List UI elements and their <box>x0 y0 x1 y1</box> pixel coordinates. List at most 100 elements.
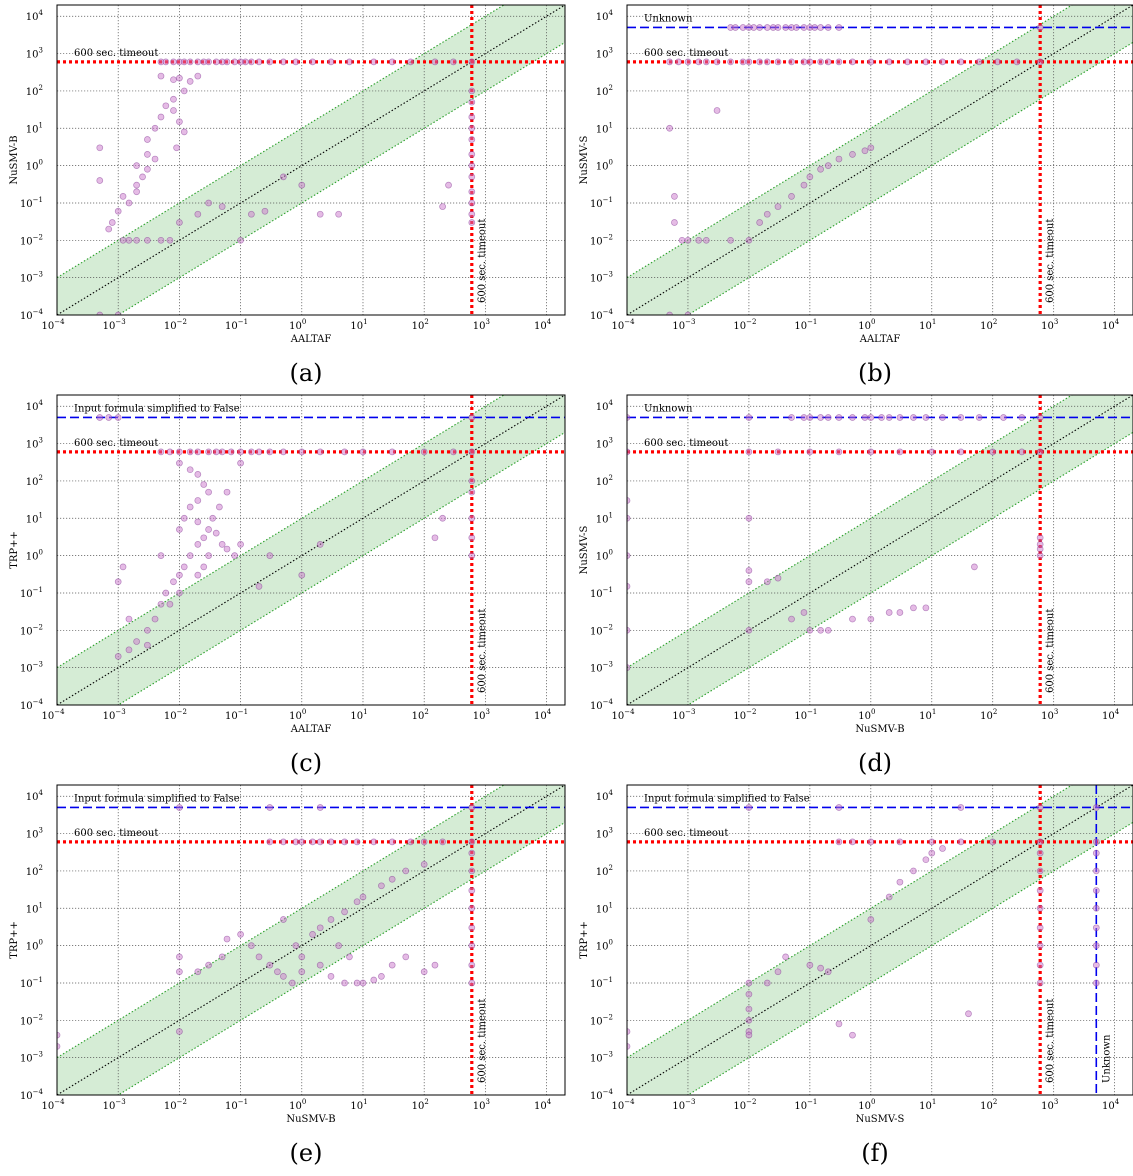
data-point <box>468 58 476 66</box>
data-point <box>316 924 324 932</box>
data-point <box>114 311 122 315</box>
data-point <box>420 838 428 846</box>
data-point <box>341 979 348 987</box>
data-point <box>205 961 212 969</box>
data-point <box>468 534 476 542</box>
data-point <box>316 804 324 811</box>
data-point <box>212 448 220 456</box>
data-point <box>745 990 753 998</box>
data-point <box>57 1031 61 1039</box>
data-point <box>713 58 721 66</box>
data-point <box>910 867 917 875</box>
y-tick-label: 10−2 <box>590 233 613 247</box>
data-point <box>928 448 936 456</box>
data-point <box>151 615 159 623</box>
y-tick-label: 10−4 <box>590 308 614 322</box>
panel-caption: (c) <box>290 749 322 777</box>
x-tick-label: 10−2 <box>164 708 187 722</box>
data-point <box>800 24 808 31</box>
data-point <box>756 24 763 31</box>
data-point <box>989 448 997 456</box>
data-point <box>353 979 361 987</box>
data-point <box>292 838 300 846</box>
x-axis-label: AALTAF <box>290 724 332 735</box>
data-point <box>468 87 476 95</box>
data-point <box>151 124 159 132</box>
timeout-h-label: 600 sec. timeout <box>644 48 728 59</box>
data-point <box>896 838 904 846</box>
data-point <box>166 600 174 608</box>
data-point <box>144 236 151 244</box>
data-point <box>989 838 997 846</box>
data-point <box>180 58 188 66</box>
data-point <box>800 181 808 189</box>
data-point <box>922 414 930 421</box>
points <box>57 804 476 1050</box>
data-point <box>745 804 753 811</box>
data-point <box>1036 979 1044 987</box>
data-point <box>309 58 316 66</box>
data-point <box>750 24 758 31</box>
data-point <box>763 210 771 218</box>
y-tick-label: 100 <box>26 549 43 563</box>
data-point <box>684 58 692 66</box>
data-point <box>745 414 753 421</box>
y-tick-label: 102 <box>596 474 613 488</box>
data-point <box>445 181 452 189</box>
data-point <box>792 24 800 31</box>
y-tick-label: 10−3 <box>20 1051 43 1065</box>
data-point <box>811 24 819 31</box>
data-point <box>957 448 965 456</box>
x-tick-label: 104 <box>1102 318 1120 332</box>
data-point <box>671 193 678 200</box>
timeout-v-label: 600 sec. timeout <box>1045 609 1056 693</box>
y-tick-label: 10−2 <box>20 233 43 247</box>
data-point <box>1036 887 1044 894</box>
data-point <box>218 541 226 548</box>
data-point <box>96 311 104 315</box>
data-point <box>420 861 428 868</box>
data-point <box>237 541 244 548</box>
y-tick-label: 10−4 <box>20 308 44 322</box>
data-point <box>994 58 1001 66</box>
data-point <box>468 867 476 875</box>
data-point <box>420 968 428 976</box>
data-point <box>327 838 335 846</box>
x-tick-label: 10−4 <box>41 708 65 722</box>
data-point <box>745 514 753 522</box>
x-tick-label: 10−1 <box>225 1098 248 1112</box>
data-point <box>341 838 348 846</box>
data-point <box>237 459 244 467</box>
x-tick-label: 102 <box>412 708 429 722</box>
diagonal-line <box>627 785 1133 1095</box>
data-point <box>57 1043 61 1050</box>
timeout-v-label: 600 sec. timeout <box>1045 999 1056 1083</box>
y-tick-label: 10−4 <box>20 1088 44 1102</box>
band-edge-upper <box>627 785 1074 1059</box>
data-point <box>849 838 856 846</box>
data-point <box>878 414 885 421</box>
data-point <box>205 58 212 66</box>
data-point <box>849 615 856 623</box>
data-point <box>186 448 194 456</box>
data-point <box>468 219 476 226</box>
data-point <box>151 155 159 163</box>
x-tick-label: 10−4 <box>41 1098 65 1112</box>
panel-caption: (f) <box>861 1139 889 1167</box>
data-point <box>468 979 476 987</box>
y-tick-label: 10−4 <box>20 698 44 712</box>
data-point <box>763 578 771 586</box>
timeout-h-label: 600 sec. timeout <box>74 828 158 839</box>
x-axis-label: NuSMV-B <box>855 724 904 735</box>
timeout-v-label: 600 sec. timeout <box>477 609 488 693</box>
band-edge-lower <box>686 821 1133 1095</box>
x-tick-label: 10−3 <box>672 318 695 332</box>
data-point <box>867 838 875 846</box>
panel-caption: (a) <box>289 359 322 387</box>
data-point <box>218 448 226 456</box>
y-tick-label: 10−1 <box>590 976 613 990</box>
x-tick-label: 10−2 <box>164 1098 187 1112</box>
data-point <box>280 173 287 181</box>
data-point <box>176 448 183 456</box>
x-axis-label: NuSMV-B <box>286 1114 335 1125</box>
